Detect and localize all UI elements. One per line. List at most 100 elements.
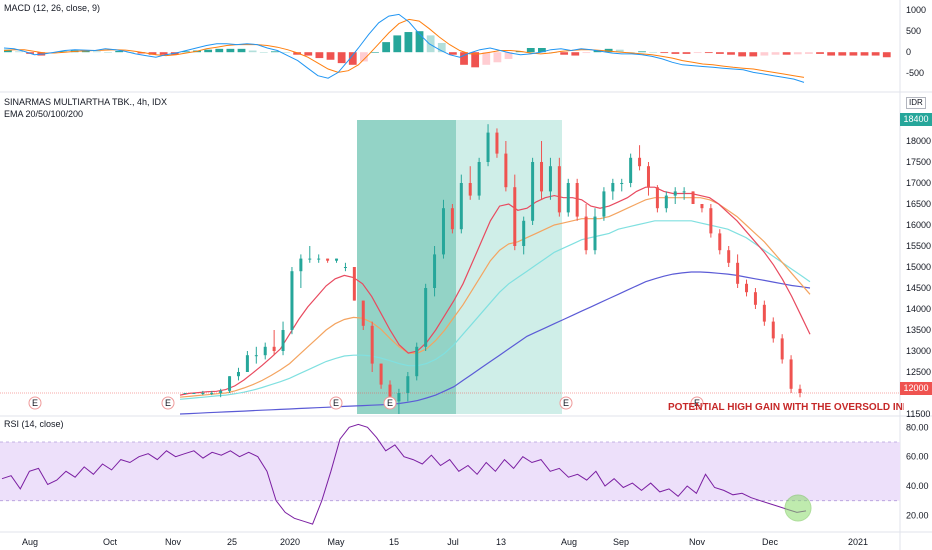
rsi-line — [1, 423, 807, 525]
macd-histogram-bar — [460, 52, 468, 65]
price-tick: 12500 — [906, 367, 931, 377]
macd-histogram-bar — [248, 50, 257, 53]
macd-histogram-bar — [860, 52, 869, 56]
candle-body — [602, 191, 606, 217]
last-price-tag: 12000 — [900, 382, 932, 395]
macd-histogram-bar — [326, 52, 335, 60]
candle-body — [361, 300, 365, 326]
macd-histogram-bar — [449, 52, 457, 55]
candle-body — [450, 208, 454, 230]
candle-body — [584, 216, 588, 251]
macd-histogram-bar — [304, 52, 313, 56]
candle-body — [299, 258, 303, 272]
macd-histogram-bar — [348, 52, 357, 65]
time-tick: 2020 — [280, 537, 300, 547]
candle-body — [593, 216, 597, 251]
macd-histogram-bar — [337, 52, 346, 64]
candle-body — [468, 183, 472, 196]
macd-histogram-bar — [282, 52, 290, 53]
macd-histogram-bar — [204, 49, 213, 53]
macd-histogram-bar — [871, 52, 880, 56]
macd-histogram-bar — [226, 48, 235, 53]
ema100-line — [179, 220, 811, 400]
macd-tick: -500 — [906, 68, 924, 78]
time-tick: Dec — [762, 537, 779, 547]
macd-histogram-bar — [638, 51, 646, 53]
macd-histogram-bar — [182, 51, 190, 53]
macd-histogram-bar — [437, 42, 446, 53]
macd-histogram-bar — [793, 52, 802, 55]
macd-histogram-bar — [4, 49, 12, 53]
time-tick: Aug — [561, 537, 577, 547]
candle-body — [486, 132, 490, 162]
time-tick: Oct — [103, 537, 118, 547]
candle-body — [326, 258, 330, 261]
macd-histogram-bar — [716, 52, 724, 54]
candle-body — [771, 321, 775, 339]
candle-body — [192, 393, 196, 394]
macd-title: MACD (12, 26, close, 9) — [4, 3, 101, 13]
candle-body — [352, 267, 356, 301]
macd-histogram-bar — [148, 52, 157, 55]
candle-body — [727, 250, 731, 263]
ema-title: EMA 20/50/100/200 — [4, 109, 84, 119]
event-marker — [559, 396, 573, 410]
candle-body — [424, 288, 428, 347]
candle-body — [317, 258, 321, 260]
candle-body — [718, 233, 722, 251]
macd-histogram-bar — [671, 52, 680, 54]
macd-histogram-bar — [593, 50, 602, 53]
candle-body — [290, 271, 294, 330]
macd-histogram-bar — [693, 52, 702, 54]
macd-histogram-bar — [382, 42, 391, 53]
macd-histogram-bar — [493, 52, 502, 63]
macd-histogram-bar — [482, 52, 491, 65]
candle-body — [655, 187, 659, 209]
oversold-annotation: POTENTIAL HIGH GAIN WITH THE OVERSOLD IN… — [668, 402, 904, 413]
candle-body — [459, 183, 463, 230]
macd-histogram-bar — [615, 49, 624, 53]
candle-body — [745, 283, 749, 293]
price-tick: 11500 — [906, 409, 930, 419]
price-tick: 15500 — [906, 241, 931, 251]
macd-histogram-bar — [104, 52, 112, 53]
macd-histogram-bar — [749, 52, 758, 57]
macd-histogram-bar — [771, 52, 780, 55]
candle-body — [281, 330, 285, 351]
candle-body — [228, 376, 232, 391]
ema50-line — [179, 197, 811, 398]
macd-histogram-bar — [315, 52, 324, 59]
price-tick: 14000 — [906, 304, 931, 314]
macd-histogram-bar — [827, 52, 836, 56]
event-marker — [28, 396, 42, 410]
rsi-band — [0, 442, 900, 501]
rsi-title: RSI (14, close) — [4, 419, 64, 429]
candle-body — [709, 208, 713, 234]
time-tick: 13 — [496, 537, 506, 547]
candle-body — [370, 325, 374, 364]
candle-body — [629, 157, 633, 183]
candle-body — [753, 292, 757, 305]
highlight-zone — [456, 120, 562, 414]
candle-body — [780, 338, 784, 360]
candle-body — [210, 393, 214, 394]
macd-histogram-bar — [704, 52, 713, 54]
candle-body — [335, 258, 339, 261]
candle-body — [557, 166, 561, 213]
time-tick: 2021 — [848, 537, 868, 547]
macd-histogram-bar — [471, 52, 480, 68]
candle-body — [673, 191, 677, 196]
macd-histogram-bar — [805, 52, 813, 54]
candle-body — [620, 183, 624, 184]
macd-histogram-bar — [15, 51, 23, 53]
macd-histogram-bar — [526, 48, 535, 53]
time-tick: 25 — [227, 537, 237, 547]
candle-body — [477, 162, 481, 196]
oversold-circle — [784, 494, 812, 522]
macd-histogram-bar — [237, 48, 246, 53]
candle-body — [700, 204, 704, 209]
macd-histogram-bar — [649, 52, 658, 53]
macd-histogram-bar — [738, 52, 747, 57]
candle-body — [254, 355, 258, 357]
price-tick: 13500 — [906, 325, 931, 335]
